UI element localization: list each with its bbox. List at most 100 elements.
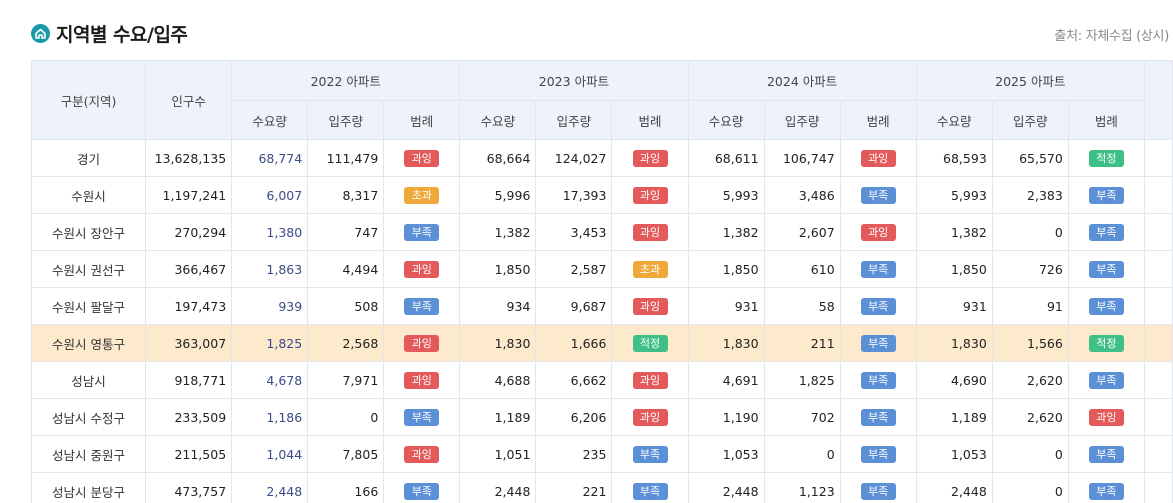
subheader-demand[interactable]: 수요량 <box>231 100 309 140</box>
supply-cell: 610 <box>763 250 841 288</box>
supply-cell: 91 <box>991 287 1069 325</box>
legend-cell: 과잉 <box>383 435 461 473</box>
demand-cell: 1,380 <box>231 213 309 251</box>
supply-cell: 702 <box>763 398 841 436</box>
subheader-supply[interactable]: 입주량 <box>307 100 385 140</box>
table-row[interactable]: 수원시 1,197,241 6,007 8,317 초과 5,996 17,393 과잉 5,9… <box>31 176 1173 214</box>
region-cell: 수원시 팔달구 <box>31 287 147 325</box>
table-row[interactable]: 수원시 장안구 270,294 1,380 747 부족 1,382 3,453 과잉 1,38… <box>31 213 1173 251</box>
header-population[interactable]: 인구수 <box>145 60 233 140</box>
row-spacer <box>1143 398 1173 436</box>
legend-cell: 부족 <box>1067 472 1145 503</box>
status-badge: 과잉 <box>632 149 668 167</box>
legend-cell: 과잉 <box>839 213 917 251</box>
population-cell: 233,509 <box>145 398 233 436</box>
legend-cell: 부족 <box>383 398 461 436</box>
supply-cell: 726 <box>991 250 1069 288</box>
status-badge: 부족 <box>404 408 440 426</box>
legend-cell: 적정 <box>1067 324 1145 362</box>
header-region[interactable]: 구분(지역) <box>31 60 147 140</box>
demand-cell: 1,830 <box>687 324 765 362</box>
demand-cell: 2,448 <box>687 472 765 503</box>
table-row[interactable]: 수원시 권선구 366,467 1,863 4,494 과잉 1,850 2,587 초과 1,… <box>31 250 1173 288</box>
legend-cell: 부족 <box>1067 435 1145 473</box>
header-year-2025[interactable]: 2025 아파트 <box>915 60 1145 101</box>
table-row[interactable]: 수원시 영통구 363,007 1,825 2,568 과잉 1,830 1,666 적정 1,… <box>31 324 1173 362</box>
legend-cell: 부족 <box>839 472 917 503</box>
status-badge: 부족 <box>404 482 440 500</box>
subheader-legend[interactable]: 범례 <box>839 100 917 140</box>
demand-cell: 6,007 <box>231 176 309 214</box>
supply-cell: 508 <box>307 287 385 325</box>
table-row[interactable]: 수원시 팔달구 197,473 939 508 부족 934 9,687 과잉 931 58 부족 9… <box>31 287 1173 325</box>
status-badge: 부족 <box>860 408 896 426</box>
status-badge: 과잉 <box>860 149 896 167</box>
legend-cell: 부족 <box>1067 361 1145 399</box>
header-year-2023[interactable]: 2023 아파트 <box>459 60 689 101</box>
legend-cell: 부족 <box>1067 287 1145 325</box>
supply-cell: 747 <box>307 213 385 251</box>
table-row[interactable]: 성남시 918,771 4,678 7,971 과잉 4,688 6,662 과잉 4,691 1… <box>31 361 1173 399</box>
legend-cell: 부족 <box>383 287 461 325</box>
population-cell: 211,505 <box>145 435 233 473</box>
subheader-demand[interactable]: 수요량 <box>915 100 993 140</box>
supply-cell: 221 <box>535 472 613 503</box>
subheader-legend[interactable]: 범례 <box>611 100 689 140</box>
status-badge: 부족 <box>1088 445 1124 463</box>
legend-cell: 초과 <box>611 250 689 288</box>
legend-cell: 부족 <box>839 176 917 214</box>
supply-cell: 111,479 <box>307 139 385 177</box>
region-cell: 성남시 <box>31 361 147 399</box>
supply-cell: 0 <box>307 398 385 436</box>
subheader-legend[interactable]: 범례 <box>383 100 461 140</box>
subheader-demand[interactable]: 수요량 <box>687 100 765 140</box>
status-badge: 과잉 <box>404 334 440 352</box>
legend-cell: 부족 <box>1067 250 1145 288</box>
subheader-supply[interactable]: 입주량 <box>535 100 613 140</box>
status-badge: 부족 <box>860 334 896 352</box>
status-badge: 부족 <box>1088 297 1124 315</box>
table-row[interactable]: 성남시 중원구 211,505 1,044 7,805 과잉 1,051 235 부족 1,05… <box>31 435 1173 473</box>
header-spacer <box>1143 60 1173 140</box>
status-badge: 과잉 <box>632 371 668 389</box>
status-badge: 적정 <box>1088 334 1124 352</box>
demand-cell: 1,186 <box>231 398 309 436</box>
legend-cell: 부족 <box>1067 176 1145 214</box>
legend-cell: 과잉 <box>383 324 461 362</box>
status-badge: 부족 <box>1088 482 1124 500</box>
table-row[interactable]: 경기 13,628,135 68,774 111,479 과잉 68,664 124,027… <box>31 139 1173 177</box>
demand-cell: 1,044 <box>231 435 309 473</box>
status-badge: 부족 <box>1088 371 1124 389</box>
status-badge: 부족 <box>860 371 896 389</box>
table-row[interactable]: 성남시 수정구 233,509 1,186 0 부족 1,189 6,206 과잉 1,190 7… <box>31 398 1173 436</box>
subheader-legend[interactable]: 범례 <box>1067 100 1145 140</box>
legend-cell: 과잉 <box>611 398 689 436</box>
supply-cell: 235 <box>535 435 613 473</box>
supply-cell: 8,317 <box>307 176 385 214</box>
legend-cell: 과잉 <box>611 213 689 251</box>
status-badge: 부족 <box>860 186 896 204</box>
demand-cell: 4,691 <box>687 361 765 399</box>
status-badge: 부족 <box>860 445 896 463</box>
header-year-2024[interactable]: 2024 아파트 <box>687 60 917 101</box>
header-year-2022[interactable]: 2022 아파트 <box>231 60 461 101</box>
demand-cell: 4,688 <box>459 361 537 399</box>
status-badge: 적정 <box>1088 149 1124 167</box>
status-badge: 부족 <box>632 482 668 500</box>
subheader-supply[interactable]: 입주량 <box>991 100 1069 140</box>
row-spacer <box>1143 250 1173 288</box>
subheader-supply[interactable]: 입주량 <box>763 100 841 140</box>
supply-cell: 7,805 <box>307 435 385 473</box>
demand-cell: 4,678 <box>231 361 309 399</box>
subheader-demand[interactable]: 수요량 <box>459 100 537 140</box>
status-badge: 과잉 <box>632 297 668 315</box>
demand-cell: 1,189 <box>915 398 993 436</box>
supply-cell: 4,494 <box>307 250 385 288</box>
demand-cell: 939 <box>231 287 309 325</box>
demand-cell: 931 <box>687 287 765 325</box>
table-row[interactable]: 성남시 분당구 473,757 2,448 166 부족 2,448 221 부족 2,448 1… <box>31 472 1173 503</box>
demand-cell: 1,850 <box>459 250 537 288</box>
status-badge: 부족 <box>1088 223 1124 241</box>
region-cell: 성남시 중원구 <box>31 435 147 473</box>
status-badge: 과잉 <box>632 186 668 204</box>
